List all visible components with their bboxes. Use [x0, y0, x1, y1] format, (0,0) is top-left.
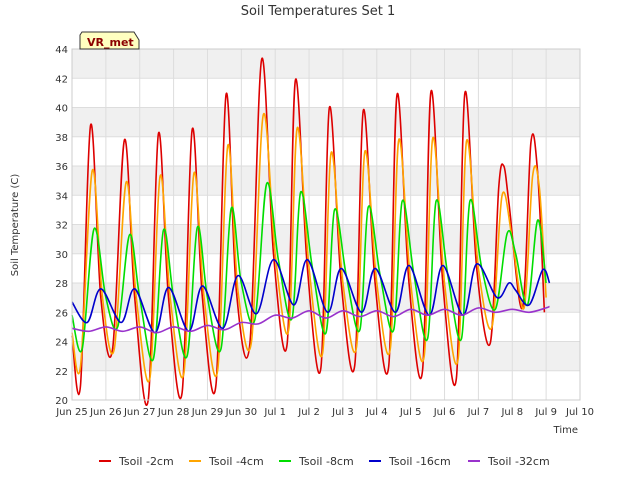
series-line-1 — [71, 112, 547, 383]
legend-label: Tsoil -16cm — [388, 455, 451, 468]
badge-box — [79, 31, 140, 50]
y-axis-label: Soil Temperature (C) — [10, 174, 21, 277]
x-tick-label: Jun 29 — [191, 407, 224, 418]
station-badge: VR_met — [79, 31, 140, 50]
badge-label: VR_met — [87, 36, 134, 49]
series-lines — [71, 57, 551, 406]
x-tick-label: Jul 6 — [433, 407, 456, 418]
series-line-0 — [71, 57, 546, 406]
y-axis-ticks: 20 22 24 26 28 30 32 34 36 38 40 42 44 — [55, 45, 68, 407]
y-tick-label: 22 — [55, 367, 68, 378]
x-tick-label: Jul 2 — [297, 407, 320, 418]
x-tick-label: Jul 10 — [565, 407, 594, 418]
y-tick-label: 44 — [55, 45, 68, 56]
legend-item: Tsoil -32cm — [468, 455, 550, 468]
y-tick-label: 30 — [55, 250, 68, 261]
x-tick-label: Jul 9 — [534, 407, 557, 418]
x-tick-label: Jun 27 — [123, 407, 156, 418]
y-tick-label: 24 — [55, 338, 68, 349]
y-tick-label: 32 — [55, 221, 68, 232]
x-tick-label: Jul 8 — [500, 407, 523, 418]
y-tick-label: 26 — [55, 308, 68, 319]
chart-title: Soil Temperatures Set 1 — [241, 4, 396, 19]
x-axis-label: Time — [553, 425, 578, 436]
x-axis-ticks: Jun 25 Jun 26 Jun 27 Jun 28 Jun 29 Jun 30 Jul … — [55, 407, 594, 418]
plot-frame — [71, 48, 581, 401]
x-tick-label: Jul 5 — [399, 407, 422, 418]
legend-label: Tsoil -8cm — [298, 455, 354, 468]
y-tick-label: 20 — [55, 396, 68, 407]
y-tick-label: 38 — [55, 133, 68, 144]
x-tick-label: Jul 4 — [365, 407, 388, 418]
legend-item: Tsoil -8cm — [279, 455, 354, 468]
y-tick-label: 28 — [55, 279, 68, 290]
x-tick-label: Jun 26 — [89, 407, 122, 418]
x-tick-label: Jul 3 — [331, 407, 354, 418]
x-tick-label: Jun 30 — [225, 407, 258, 418]
x-tick-label: Jun 28 — [157, 407, 190, 418]
plot-band — [72, 341, 580, 371]
y-tick-label: 40 — [55, 104, 68, 115]
plot-band — [72, 49, 580, 79]
x-tick-label: Jul 7 — [467, 407, 490, 418]
legend: Tsoil -2cm Tsoil -4cm Tsoil -8cm Tsoil -16c… — [99, 455, 550, 468]
y-tick-label: 36 — [55, 162, 68, 173]
legend-item: Tsoil -16cm — [369, 455, 451, 468]
legend-label: Tsoil -2cm — [118, 455, 174, 468]
legend-item: Tsoil -2cm — [99, 455, 174, 468]
x-tick-label: Jul 1 — [263, 407, 286, 418]
x-tick-label: Jun 25 — [55, 407, 88, 418]
series-line-4 — [71, 305, 550, 334]
y-tick-label: 34 — [55, 191, 68, 202]
plot-band — [72, 107, 580, 137]
legend-label: Tsoil -32cm — [487, 455, 550, 468]
legend-item: Tsoil -4cm — [189, 455, 264, 468]
series-line-2 — [71, 181, 547, 362]
y-tick-label: 42 — [55, 74, 68, 85]
legend-label: Tsoil -4cm — [208, 455, 264, 468]
